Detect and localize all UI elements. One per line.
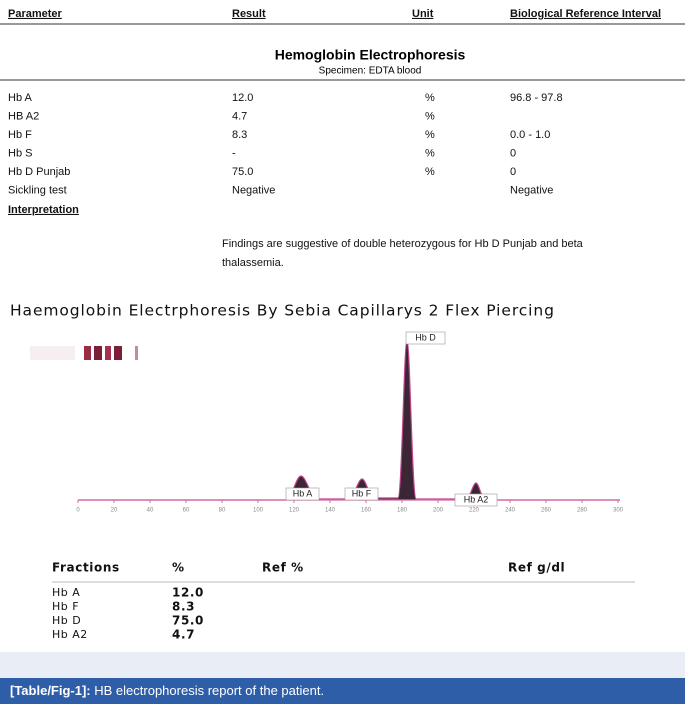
fraction-cell: 75.0 (172, 614, 204, 628)
fraction-cell: Hb A2 (52, 628, 88, 641)
x-tick-label: 20 (111, 508, 118, 514)
x-tick-label: 40 (147, 508, 154, 514)
table-cell: Negative (232, 184, 275, 196)
table-cell: 0 (510, 166, 516, 178)
gel-strip (30, 346, 138, 360)
peak-label: Hb D (415, 332, 436, 342)
x-tick-label: 140 (325, 508, 336, 514)
fraction-header: Fractions (52, 561, 120, 575)
table-cell: HB A2 (8, 110, 39, 122)
fraction-cell: 4.7 (172, 628, 195, 642)
specimen: Specimen: EDTA blood (319, 66, 422, 77)
electropherogram (78, 340, 620, 500)
column-header: Unit (412, 8, 434, 20)
fraction-cell: 8.3 (172, 600, 195, 614)
column-header: Parameter (8, 8, 63, 20)
table-cell: Hb A (8, 92, 33, 104)
table-cell: 0 (510, 147, 516, 159)
x-tick-label: 100 (253, 508, 264, 514)
column-header: Biological Reference Interval (510, 8, 661, 20)
x-tick-label: 80 (219, 508, 226, 514)
x-tick-label: 180 (397, 508, 408, 514)
caption-text: HB electrophoresis report of the patient… (94, 683, 324, 698)
fraction-header: % (172, 561, 185, 575)
table-cell: % (425, 110, 435, 122)
fraction-cell: Hb A (52, 586, 80, 599)
table-cell: 4.7 (232, 110, 247, 122)
report: Hemoglobin Electrophoresis Specimen: EDT… (0, 0, 685, 652)
fraction-header: Ref % (262, 561, 304, 575)
fraction-cell: Hb D (52, 614, 81, 627)
table-cell: 12.0 (232, 92, 253, 104)
x-tick-label: 0 (76, 508, 80, 514)
table-cell: 96.8 - 97.8 (510, 92, 563, 104)
x-tick-label: 60 (183, 508, 190, 514)
table-cell: Hb F (8, 129, 32, 141)
x-tick-label: 260 (541, 508, 552, 514)
interpretation-heading: Interpretation (8, 204, 79, 216)
x-tick-label: 160 (361, 508, 372, 514)
caption: [Table/Fig-1]: HB electrophoresis report… (0, 678, 685, 704)
table-cell: % (425, 129, 435, 141)
fraction-header: Ref g/dl (508, 561, 565, 575)
table-cell: 8.3 (232, 129, 247, 141)
interpretation-text: Findings are suggestive of double hetero… (222, 238, 584, 250)
table-cell: - (232, 147, 236, 159)
peak-label: Hb A2 (464, 494, 489, 504)
table-cell: Sickling test (8, 184, 67, 196)
x-tick-label: 280 (577, 508, 588, 514)
table-cell: 0.0 - 1.0 (510, 129, 550, 141)
fraction-cell: 12.0 (172, 586, 204, 600)
peak-label: Hb F (352, 488, 372, 498)
fraction-cell: Hb F (52, 600, 79, 613)
x-tick-label: 240 (505, 508, 516, 514)
x-tick-label: 220 (469, 508, 480, 514)
figure: Hemoglobin Electrophoresis Specimen: EDT… (0, 0, 685, 704)
table-cell: Hb D Punjab (8, 166, 70, 178)
column-header: Result (232, 8, 266, 20)
x-tick-label: 200 (433, 508, 444, 514)
table-cell: % (425, 147, 435, 159)
caption-label: [Table/Fig-1]: (10, 683, 91, 698)
x-tick-label: 300 (613, 508, 624, 514)
table-cell: Negative (510, 184, 553, 196)
table-cell: 75.0 (232, 166, 253, 178)
x-tick-label: 120 (289, 508, 300, 514)
table-cell: Hb S (8, 147, 32, 159)
table-cell: % (425, 166, 435, 178)
peak-label: Hb A (293, 488, 313, 498)
table-cell: % (425, 92, 435, 104)
chart-title: Haemoglobin Electrphoresis By Sebia Capi… (10, 302, 555, 320)
interpretation-text: thalassemia. (222, 257, 284, 269)
report-title: Hemoglobin Electrophoresis (275, 47, 466, 63)
